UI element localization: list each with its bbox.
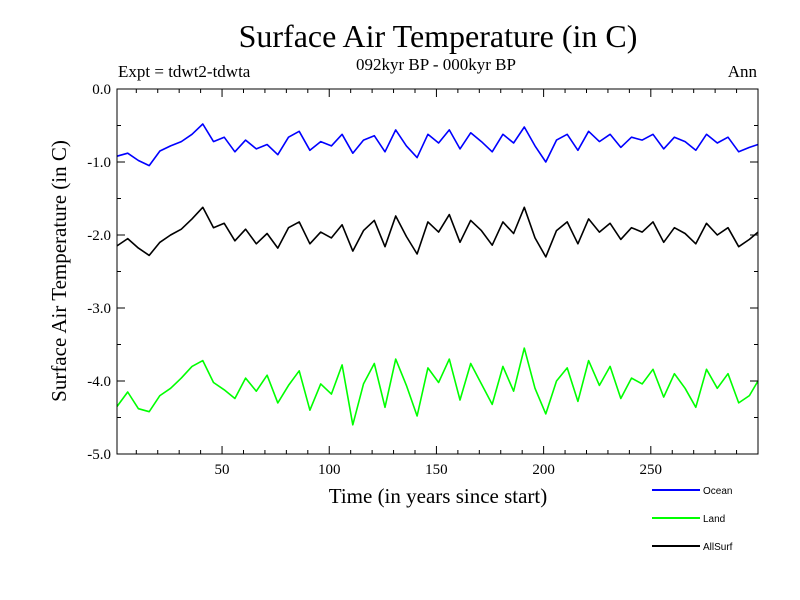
legend: Ocean Land AllSurf <box>652 486 733 553</box>
y-tick-label: -5.0 <box>87 447 111 463</box>
x-tick-label: 200 <box>532 462 555 478</box>
chart-title: Surface Air Temperature (in C) <box>239 18 638 54</box>
y-tick-label: -1.0 <box>87 155 111 171</box>
y-tick-label: -3.0 <box>87 301 111 317</box>
x-tick-label: 150 <box>425 462 448 478</box>
y-tick-label: -4.0 <box>87 374 111 390</box>
x-tick-label: 50 <box>215 462 230 478</box>
y-tick-label: -2.0 <box>87 228 111 244</box>
chart-subtitle: 092kyr BP - 000kyr BP <box>356 55 516 74</box>
x-tick-label: 250 <box>640 462 663 478</box>
experiment-label: Expt = tdwt2-tdwta <box>118 62 251 81</box>
plot-area <box>116 123 759 426</box>
y-axis: 0.0 -1.0 -2.0 -3.0 -4.0 -5.0 <box>87 82 758 463</box>
season-label: Ann <box>728 62 758 81</box>
x-tick-label: 100 <box>318 462 341 478</box>
x-axis-label: Time (in years since start) <box>329 484 548 508</box>
y-axis-label: Surface Air Temperature (in C) <box>47 140 71 402</box>
series-line-ocean <box>116 123 759 167</box>
series-line-land <box>116 347 759 426</box>
x-axis: 50 100 150 200 250 <box>135 89 738 478</box>
legend-label-ocean: Ocean <box>703 486 732 497</box>
legend-label-land: Land <box>703 514 725 525</box>
y-tick-label: 0.0 <box>92 82 111 98</box>
series-line-allsurf <box>116 206 759 258</box>
plot-frame <box>116 88 759 455</box>
legend-label-allsurf: AllSurf <box>703 542 733 553</box>
